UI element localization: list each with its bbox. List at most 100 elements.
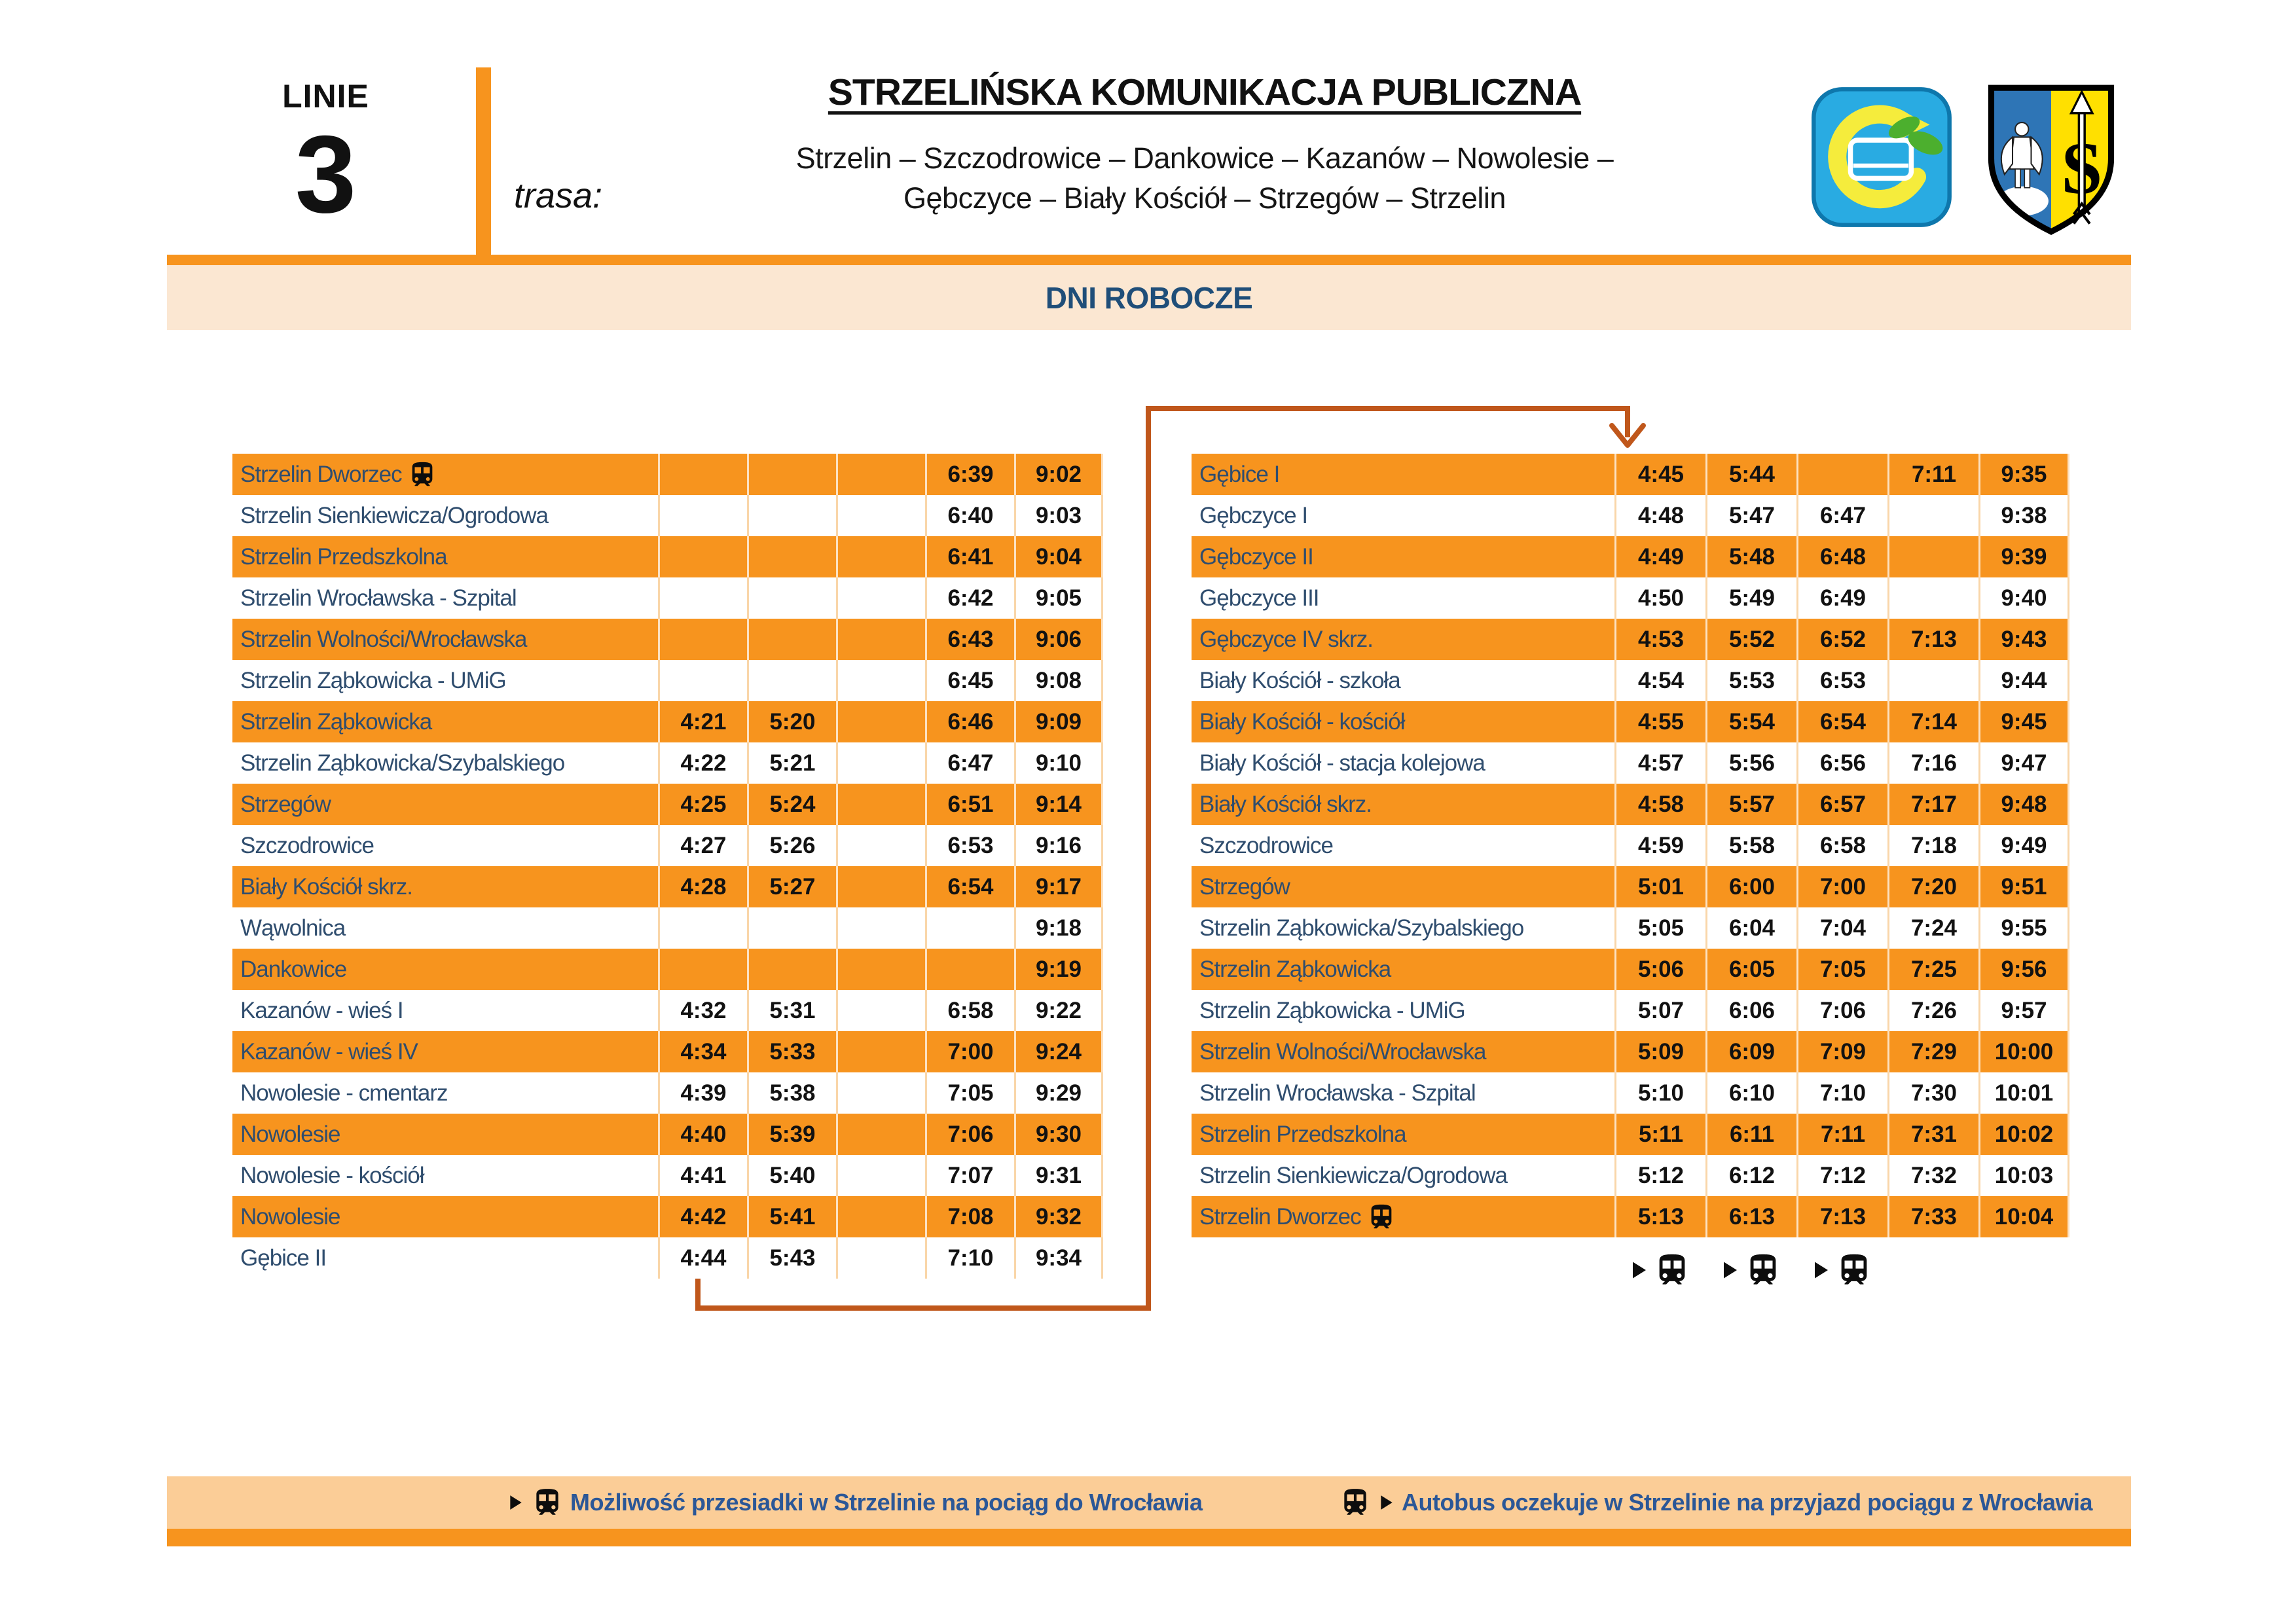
header-divider-bar bbox=[476, 67, 491, 256]
stop-name: Strzelin Wrocławska - Szpital bbox=[1199, 1080, 1476, 1106]
stop-name-cell: Strzegów bbox=[232, 784, 658, 825]
stop-name-cell: Strzelin Wrocławska - Szpital bbox=[1192, 1072, 1614, 1114]
time-cell: 5:43 bbox=[747, 1237, 836, 1279]
time-cell: 9:08 bbox=[1014, 660, 1103, 701]
time-cell: 10:04 bbox=[1978, 1196, 2069, 1237]
stop-name-cell: Strzelin Ząbkowicka bbox=[1192, 949, 1614, 990]
legend-item-transfer-text: Możliwość przesiadki w Strzelinie na poc… bbox=[570, 1489, 1203, 1516]
stop-name: Nowolesie - kościół bbox=[240, 1162, 425, 1188]
time-cell: 4:21 bbox=[658, 701, 747, 742]
stop-name-cell: Strzelin Ząbkowicka - UMiG bbox=[1192, 990, 1614, 1031]
table-row: Biały Kościół skrz. 4:28 5:27 6:54 9:17 bbox=[232, 866, 1103, 907]
stop-name: Strzelin Ząbkowicka/Szybalskiego bbox=[240, 750, 565, 776]
time-cell: 4:39 bbox=[658, 1072, 747, 1114]
stop-name: Szczodrowice bbox=[1199, 832, 1334, 858]
stop-name: Strzelin Ząbkowicka bbox=[1199, 956, 1391, 982]
time-cell: 5:21 bbox=[747, 742, 836, 784]
stop-name-cell: Nowolesie bbox=[232, 1196, 658, 1237]
time-cell bbox=[747, 577, 836, 619]
time-cell bbox=[747, 495, 836, 536]
time-cell bbox=[925, 949, 1014, 990]
route-description: Strzelin – Szczodrowice – Dankowice – Ka… bbox=[629, 139, 1781, 219]
time-cell: 6:53 bbox=[1796, 660, 1887, 701]
time-cell: 9:34 bbox=[1014, 1237, 1103, 1279]
time-cell: 6:58 bbox=[1796, 825, 1887, 866]
time-cell: 9:39 bbox=[1978, 536, 2069, 577]
line-number-block: LINIE 3 bbox=[255, 77, 396, 229]
play-icon bbox=[1721, 1257, 1740, 1283]
time-cell: 7:05 bbox=[925, 1072, 1014, 1114]
play-icon bbox=[1812, 1257, 1831, 1283]
table-row: Szczodrowice 4:27 5:26 6:53 9:16 bbox=[232, 825, 1103, 866]
time-cell: 5:40 bbox=[747, 1155, 836, 1196]
time-cell bbox=[658, 619, 747, 660]
stop-name-cell: Strzelin Wolności/Wrocławska bbox=[232, 619, 658, 660]
time-cell: 9:09 bbox=[1014, 701, 1103, 742]
time-cell: 4:22 bbox=[658, 742, 747, 784]
time-cell: 6:45 bbox=[925, 660, 1014, 701]
time-cell: 10:03 bbox=[1978, 1155, 2069, 1196]
time-cell bbox=[1887, 536, 1978, 577]
table-row: Strzegów 4:25 5:24 6:51 9:14 bbox=[232, 784, 1103, 825]
table-row: Strzelin Wolności/Wrocławska 5:09 6:09 7:09… bbox=[1192, 1031, 2069, 1072]
time-cell: 5:39 bbox=[747, 1114, 836, 1155]
train-icon bbox=[1744, 1251, 1782, 1289]
time-cell: 5:26 bbox=[747, 825, 836, 866]
line-number: 3 bbox=[295, 113, 357, 236]
time-cell bbox=[836, 619, 925, 660]
timetable-outbound: Strzelin Dworzec 6:39 9:02 Strzelin Sienkie… bbox=[232, 454, 1103, 1279]
train-icon bbox=[1835, 1251, 1873, 1289]
time-cell bbox=[836, 536, 925, 577]
stop-name-cell: Nowolesie - kościół bbox=[232, 1155, 658, 1196]
time-cell: 9:40 bbox=[1978, 577, 2069, 619]
stop-name-cell: Strzelin Ząbkowicka bbox=[232, 701, 658, 742]
time-cell: 6:49 bbox=[1796, 577, 1887, 619]
time-cell: 4:57 bbox=[1614, 742, 1705, 784]
time-cell bbox=[1796, 454, 1887, 495]
stop-name: Gębczyce I bbox=[1199, 502, 1308, 528]
stop-name-cell: Gębczyce IV skrz. bbox=[1192, 619, 1614, 660]
play-icon bbox=[1630, 1257, 1649, 1283]
stop-name: Biały Kościół - szkoła bbox=[1199, 667, 1401, 693]
time-cell: 5:53 bbox=[1705, 660, 1796, 701]
table-row: Biały Kościół skrz. 4:58 5:57 6:57 7:17 9:48 bbox=[1192, 784, 2069, 825]
time-cell bbox=[836, 949, 925, 990]
stop-name-cell: Strzelin Ząbkowicka - UMiG bbox=[232, 660, 658, 701]
time-cell: 6:43 bbox=[925, 619, 1014, 660]
time-cell: 7:05 bbox=[1796, 949, 1887, 990]
time-cell: 6:56 bbox=[1796, 742, 1887, 784]
time-cell: 5:09 bbox=[1614, 1031, 1705, 1072]
time-cell bbox=[836, 907, 925, 949]
time-cell: 6:54 bbox=[925, 866, 1014, 907]
time-cell: 9:47 bbox=[1978, 742, 2069, 784]
time-cell: 6:04 bbox=[1705, 907, 1796, 949]
train-icon bbox=[1339, 1486, 1372, 1519]
time-cell: 5:49 bbox=[1705, 577, 1796, 619]
time-cell: 9:17 bbox=[1014, 866, 1103, 907]
time-cell: 9:24 bbox=[1014, 1031, 1103, 1072]
time-cell: 7:24 bbox=[1887, 907, 1978, 949]
time-cell: 4:49 bbox=[1614, 536, 1705, 577]
time-cell: 7:08 bbox=[925, 1196, 1014, 1237]
strzelin-coat-of-arms: S bbox=[1984, 81, 2119, 238]
stop-name-cell: Biały Kościół skrz. bbox=[1192, 784, 1614, 825]
table-row: Nowolesie - kościół 4:41 5:40 7:07 9:31 bbox=[232, 1155, 1103, 1196]
time-cell: 9:31 bbox=[1014, 1155, 1103, 1196]
time-cell: 5:27 bbox=[747, 866, 836, 907]
time-cell bbox=[836, 1114, 925, 1155]
time-cell: 5:05 bbox=[1614, 907, 1705, 949]
stop-name: Strzelin Dworzec bbox=[240, 461, 403, 487]
header-title-block: STRZELIŃSKA KOMUNIKACJA PUBLICZNA Strzel… bbox=[629, 71, 1781, 219]
table-row: Nowolesie - cmentarz 4:39 5:38 7:05 9:29 bbox=[232, 1072, 1103, 1114]
time-cell bbox=[836, 866, 925, 907]
time-cell: 7:31 bbox=[1887, 1114, 1978, 1155]
time-cell: 6:48 bbox=[1796, 536, 1887, 577]
time-cell: 7:13 bbox=[1887, 619, 1978, 660]
time-cell: 6:00 bbox=[1705, 866, 1796, 907]
table-row: Gębczyce I 4:48 5:47 6:47 9:38 bbox=[1192, 495, 2069, 536]
time-cell bbox=[836, 660, 925, 701]
time-cell: 9:02 bbox=[1014, 454, 1103, 495]
time-cell: 7:11 bbox=[1887, 454, 1978, 495]
stop-name-cell: Strzelin Dworzec bbox=[1192, 1196, 1614, 1237]
time-cell: 7:30 bbox=[1887, 1072, 1978, 1114]
